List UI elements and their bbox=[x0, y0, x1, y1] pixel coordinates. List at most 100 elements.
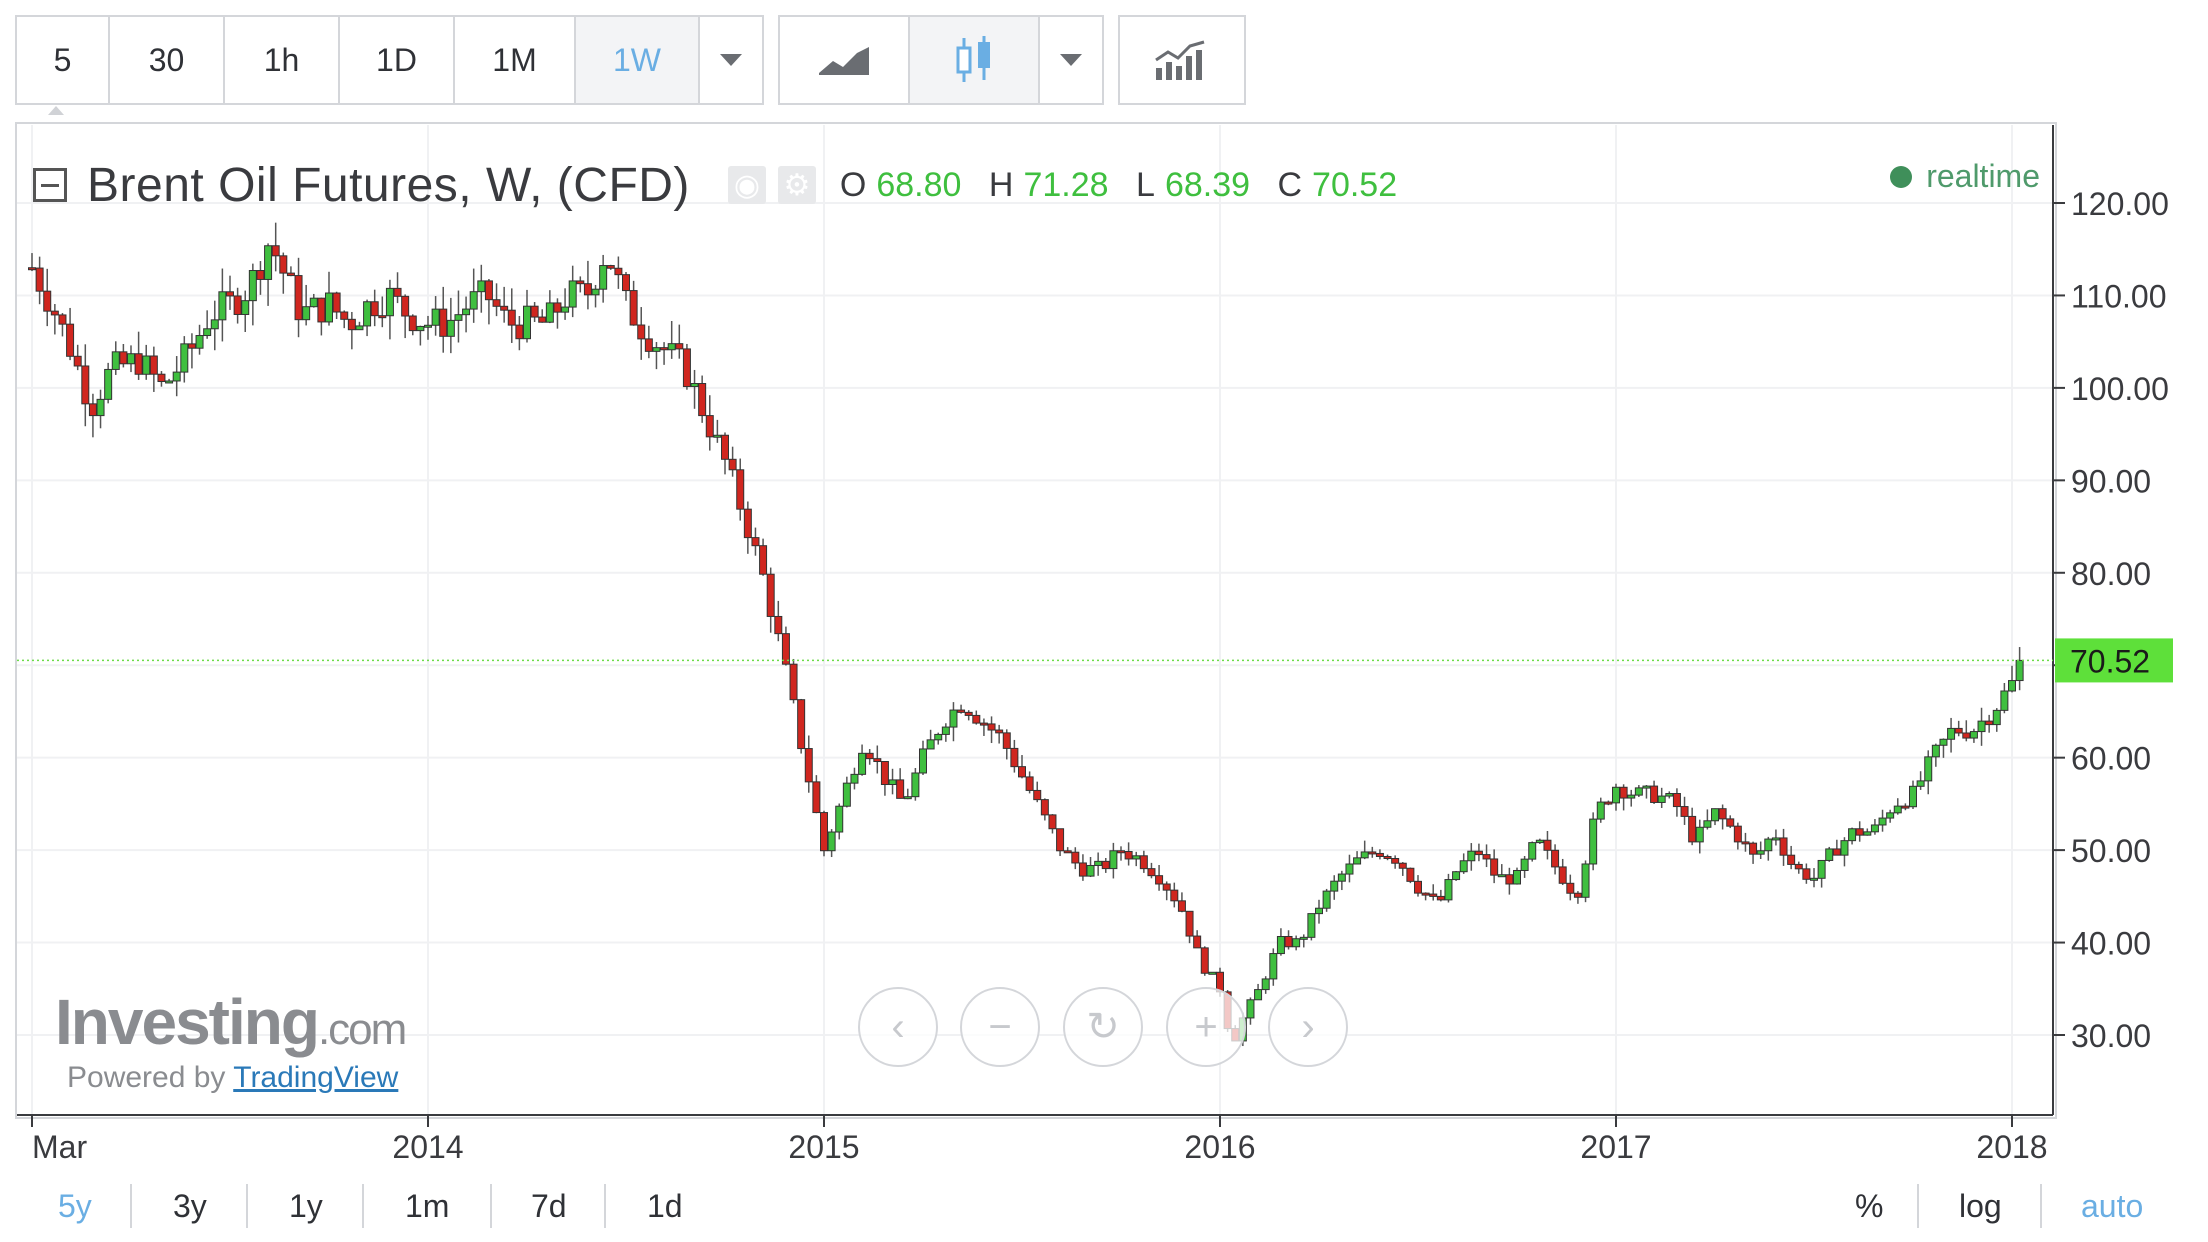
candle-body bbox=[957, 709, 966, 713]
interval-1d-button[interactable]: 1D bbox=[340, 17, 455, 103]
interval-dropdown-button[interactable] bbox=[700, 17, 762, 103]
candle-body bbox=[507, 309, 516, 326]
indicators-button[interactable] bbox=[1120, 17, 1244, 103]
y-tick-label: 110.00 bbox=[2071, 278, 2167, 314]
candle-body bbox=[1741, 841, 1750, 845]
eye-icon[interactable]: ◉ bbox=[727, 166, 766, 204]
candle-body bbox=[50, 310, 59, 316]
candle-body bbox=[271, 245, 280, 257]
range-3y-button[interactable]: 3y bbox=[173, 1188, 207, 1224]
candle-body bbox=[1665, 793, 1674, 797]
candle-body bbox=[401, 295, 410, 317]
candle-body bbox=[690, 383, 699, 388]
candle-body bbox=[2015, 659, 2024, 682]
range-7d-button[interactable]: 7d bbox=[531, 1188, 567, 1224]
candle-body bbox=[1033, 789, 1042, 801]
y-tick-label: 100.00 bbox=[2071, 371, 2169, 407]
candle-body bbox=[1695, 826, 1704, 843]
candle-body bbox=[1992, 709, 2001, 726]
candle-body bbox=[226, 291, 234, 297]
candle-body bbox=[1292, 938, 1301, 948]
tradingview-link[interactable]: TradingView bbox=[233, 1061, 399, 1094]
percent-scale-button[interactable]: % bbox=[1855, 1188, 1884, 1224]
chevron-left-icon: ‹ bbox=[891, 1004, 905, 1049]
candle-body bbox=[241, 300, 250, 315]
candle-body bbox=[561, 306, 570, 313]
candlestick-button[interactable] bbox=[910, 17, 1040, 103]
candle-body bbox=[1947, 727, 1956, 740]
line-chart-button[interactable] bbox=[780, 17, 910, 103]
scroll-right-button[interactable]: › bbox=[1268, 987, 1348, 1067]
open-value: 68.80 bbox=[876, 165, 962, 204]
x-tick-label: Mar bbox=[32, 1129, 87, 1165]
candle-body bbox=[1254, 989, 1263, 1001]
candle-body bbox=[812, 781, 821, 814]
log-scale-button[interactable]: log bbox=[1959, 1188, 2002, 1224]
last-price-badge bbox=[2055, 638, 2173, 683]
candle-body bbox=[73, 355, 82, 367]
candle-body bbox=[842, 782, 851, 807]
candle-body bbox=[28, 267, 36, 271]
candle-body bbox=[1246, 999, 1255, 1019]
zoom-out-button[interactable]: − bbox=[960, 987, 1040, 1067]
divider bbox=[130, 1184, 132, 1228]
candle-body bbox=[1414, 880, 1422, 894]
reset-chart-button[interactable]: ↻ bbox=[1063, 987, 1143, 1067]
candle-body bbox=[698, 383, 707, 417]
chart-frame bbox=[15, 122, 2057, 1119]
interval-1h-button[interactable]: 1h bbox=[225, 17, 340, 103]
interval-1w-button[interactable]: 1W bbox=[576, 17, 700, 103]
interval-group: 5 30 1h 1D 1M 1W bbox=[15, 15, 764, 105]
candle-body bbox=[538, 316, 547, 323]
candle-body bbox=[1726, 818, 1735, 827]
candle-body bbox=[203, 328, 212, 337]
gear-icon[interactable]: ⚙ bbox=[777, 166, 816, 204]
brand-suffix: .com bbox=[317, 1005, 407, 1054]
candle-body bbox=[713, 434, 722, 438]
zoom-in-button[interactable]: + bbox=[1166, 987, 1246, 1067]
candle-body bbox=[492, 299, 501, 307]
candle-body bbox=[637, 324, 646, 340]
candle-body bbox=[325, 292, 333, 323]
candle-body bbox=[728, 458, 737, 471]
scroll-left-button[interactable]: ‹ bbox=[858, 987, 938, 1067]
candle-body bbox=[1688, 815, 1697, 843]
candle-body bbox=[1025, 776, 1034, 791]
range-1m-button[interactable]: 1m bbox=[405, 1188, 450, 1224]
candlestick-icon bbox=[956, 36, 990, 82]
candle-body bbox=[1117, 850, 1125, 854]
candle-body bbox=[1177, 900, 1186, 912]
y-tick-label: 120.00 bbox=[2071, 186, 2169, 222]
candle-body bbox=[987, 723, 996, 731]
interval-5-button[interactable]: 5 bbox=[17, 17, 110, 103]
interval-30-button[interactable]: 30 bbox=[110, 17, 225, 103]
candle-body bbox=[736, 469, 745, 510]
candle-body bbox=[1269, 953, 1278, 980]
candle-body bbox=[591, 288, 600, 296]
candle-body bbox=[1002, 732, 1011, 749]
candle-body bbox=[1977, 720, 1986, 733]
realtime-status: realtime bbox=[1890, 158, 2040, 195]
candle-body bbox=[1756, 850, 1765, 855]
candle-body bbox=[172, 371, 181, 382]
candle-body bbox=[1916, 780, 1925, 787]
interval-1m-button[interactable]: 1M bbox=[455, 17, 576, 103]
candle-body bbox=[81, 365, 90, 405]
candle-body bbox=[667, 343, 676, 351]
candle-body bbox=[104, 368, 113, 400]
range-1d-button[interactable]: 1d bbox=[647, 1188, 683, 1224]
auto-scale-button[interactable]: auto bbox=[2081, 1188, 2144, 1224]
candle-body bbox=[781, 633, 790, 665]
range-5y-button[interactable]: 5y bbox=[58, 1188, 92, 1224]
y-tick-label: 30.00 bbox=[2071, 1018, 2151, 1054]
candle-body bbox=[530, 305, 539, 318]
candle-body bbox=[454, 314, 463, 321]
candle-body bbox=[378, 315, 387, 319]
brand-name: Investing bbox=[55, 986, 320, 1058]
y-tick-label: 40.00 bbox=[2071, 926, 2151, 962]
chart-type-dropdown-button[interactable] bbox=[1040, 17, 1102, 103]
range-1y-button[interactable]: 1y bbox=[289, 1188, 323, 1224]
collapse-legend-button[interactable] bbox=[33, 168, 67, 202]
candle-body bbox=[1535, 839, 1544, 844]
